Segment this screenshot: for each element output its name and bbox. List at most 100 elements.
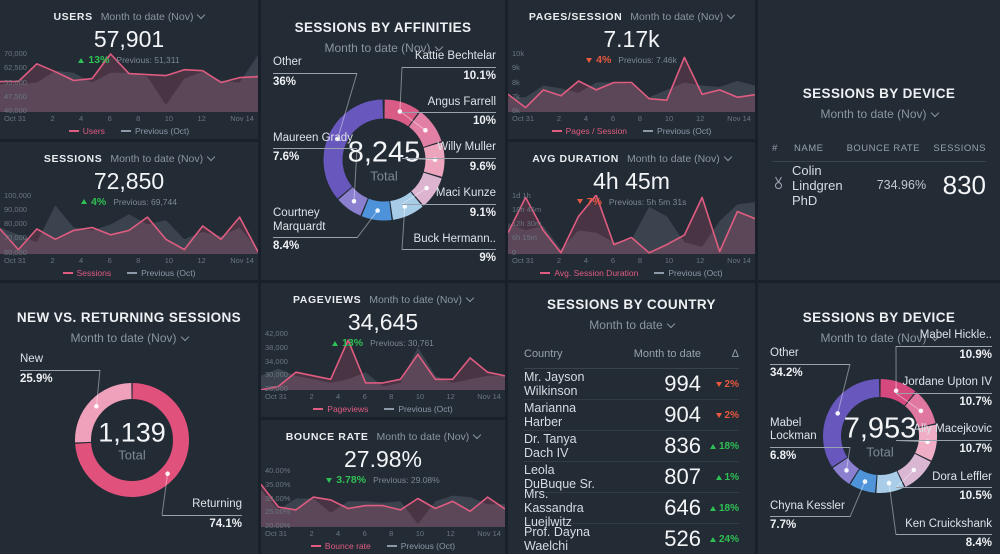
callout-name: Mabel Lockman (770, 416, 817, 443)
y-tick: 90,000 (4, 204, 27, 214)
legend-label: Previous (Oct) (398, 404, 453, 414)
panel-pageviews: PAGEVIEWS Month to date (Nov) 34,645 13% P… (261, 283, 505, 417)
legend-item: Previous (Oct) (654, 268, 723, 278)
delta-percent: 3.78% (336, 474, 367, 486)
country-name: Mrs. Kassandra Lueilwitz (524, 487, 584, 529)
date-range-dropdown[interactable]: Month to date (Nov) (369, 293, 475, 306)
donut-total: 1,139 (98, 417, 166, 448)
date-range-dropdown[interactable]: Month to date (Nov) (101, 10, 206, 23)
x-tick: Oct 31 (512, 114, 535, 123)
previous-value: Previous: 29.08% (373, 475, 440, 485)
legend-label: Avg. Session Duration (554, 267, 639, 278)
x-tick: 12 (446, 392, 455, 401)
chevron-down-icon (206, 152, 216, 161)
date-range-dropdown[interactable]: Month to date (Nov) (630, 10, 736, 23)
donut-callout: Willy Muller 9.6% (402, 141, 496, 174)
x-tick: 10 (415, 529, 425, 538)
date-range-label: Month to date (Nov) (369, 294, 462, 306)
delta-arrow-icon (332, 340, 339, 346)
panel-title: NEW VS. RETURNING SESSIONS (16, 310, 242, 325)
donut-callout: Maureen Grady 7.6% (273, 132, 357, 165)
donut-total: 8,245 (347, 136, 421, 169)
legend-item: Previous (Oct) (643, 126, 711, 136)
callout-name: Buck Hermann.. (413, 232, 496, 245)
delta-cell: 2% (701, 379, 739, 390)
country-name: Marianna Harber (524, 401, 577, 429)
panel-title: SESSIONS BY COUNTRY (547, 297, 716, 312)
callout-percent: 8.4% (896, 534, 992, 551)
x-axis-labels: Oct 31 2 4 6 8 10 12 Nov 14 (512, 256, 751, 265)
callout-percent: 10.7% (896, 440, 992, 457)
x-tick: 8 (389, 529, 394, 538)
chevron-down-icon (726, 10, 736, 20)
x-tick: Nov 14 (477, 529, 501, 538)
callout-name: Maureen Grady (273, 131, 353, 144)
chart-legend: Pageviews Previous (Oct) (261, 404, 505, 414)
callout-name: New (20, 353, 44, 365)
date-range-label: Month to date (Nov) (324, 41, 431, 55)
x-tick: 10 (664, 255, 674, 265)
legend-item: Pages / Session (551, 126, 627, 136)
kpi-delta: 7% Previous: 5h 5m 31s (508, 196, 755, 208)
kpi-delta: 3.78% Previous: 29.08% (261, 474, 505, 486)
y-tick: 30,000 (265, 370, 288, 380)
callout-percent: 34.2% (770, 363, 850, 381)
y-tick: 60,000 (4, 247, 27, 257)
donut-total-label: Total (118, 447, 146, 463)
pages-session-line-chart (508, 56, 755, 112)
chevron-down-icon (930, 108, 939, 118)
delta-percent: 24% (718, 533, 739, 545)
x-tick: 8 (136, 114, 141, 123)
delta-arrow-icon (709, 443, 716, 449)
callout-percent: 10.7% (896, 392, 992, 410)
kpi-value: 57,901 (93, 26, 165, 52)
y-axis-labels: 1d 1h 18h 45m 12h 30m 6h 15m 0 (512, 191, 541, 257)
donut-total: 7,953 (843, 412, 917, 445)
date-range-dropdown[interactable]: Month to date (508, 318, 755, 332)
y-tick: 70,000 (4, 233, 27, 243)
date-range-dropdown[interactable]: Month to date (Nov) (0, 331, 258, 345)
delta-arrow-icon (715, 474, 722, 480)
date-range-label: Month to date (Nov) (626, 152, 720, 165)
previous-value: Previous: 51,311 (116, 55, 180, 65)
callout-name: Returning (192, 498, 242, 510)
legend-label: Previous (Oct) (134, 126, 190, 136)
x-tick: 6 (610, 255, 616, 265)
x-axis-labels: Oct 31 2 4 6 8 10 12 Nov 14 (4, 256, 254, 265)
previous-value: Previous: 69,744 (113, 196, 177, 207)
x-tick: 6 (362, 392, 367, 401)
delta-percent: 13% (88, 54, 110, 66)
country-name: Leola DuBuque Sr. (524, 463, 595, 491)
panel-title: SESSIONS BY DEVICE (802, 310, 956, 325)
x-tick: 6 (362, 529, 367, 538)
date-range-dropdown[interactable]: Month to date (Nov) (376, 430, 482, 443)
chevron-down-icon (465, 293, 475, 303)
donut-center: 7,953 Total (844, 413, 917, 460)
callout-column-left: New 25.9% (20, 353, 100, 386)
donut-callout: Other 36% (273, 56, 357, 89)
date-range-label: Month to date (Nov) (376, 431, 470, 443)
delta-percent: 4% (596, 54, 612, 66)
delta-percent: 18% (718, 502, 739, 514)
y-tick: 70,000 (4, 49, 27, 58)
x-tick: 12 (197, 255, 206, 265)
y-axis-labels: 40.00% 35.00% 30.00% 25.00% 20.00% (265, 466, 290, 530)
callout-name: Courtney Marquardt (273, 207, 326, 233)
donut-callout: Other 34.2% (770, 347, 850, 380)
date-range-dropdown[interactable]: Month to date (Nov) (626, 152, 733, 165)
callout-name: Maci Kunze (435, 187, 496, 200)
sessions-value: 830 (942, 169, 986, 200)
callout-percent: 10.9% (896, 345, 992, 363)
x-tick: 4 (79, 114, 84, 123)
date-range-dropdown[interactable]: Month to date (Nov) (261, 41, 505, 55)
date-range-dropdown[interactable]: Month to date (Nov) (758, 331, 1000, 345)
delta-percent: 2% (724, 378, 739, 390)
legend-swatch (654, 271, 665, 274)
sessions-value: 526 (664, 526, 701, 551)
kpi-value: 34,645 (347, 309, 419, 335)
date-range-dropdown[interactable]: Month to date (Nov) (758, 107, 1000, 121)
y-tick: 55,000 (4, 77, 27, 87)
sessions-value: 646 (664, 495, 701, 520)
country-name: Mr. Jayson Wilkinson (524, 370, 585, 398)
date-range-dropdown[interactable]: Month to date (Nov) (110, 152, 216, 165)
